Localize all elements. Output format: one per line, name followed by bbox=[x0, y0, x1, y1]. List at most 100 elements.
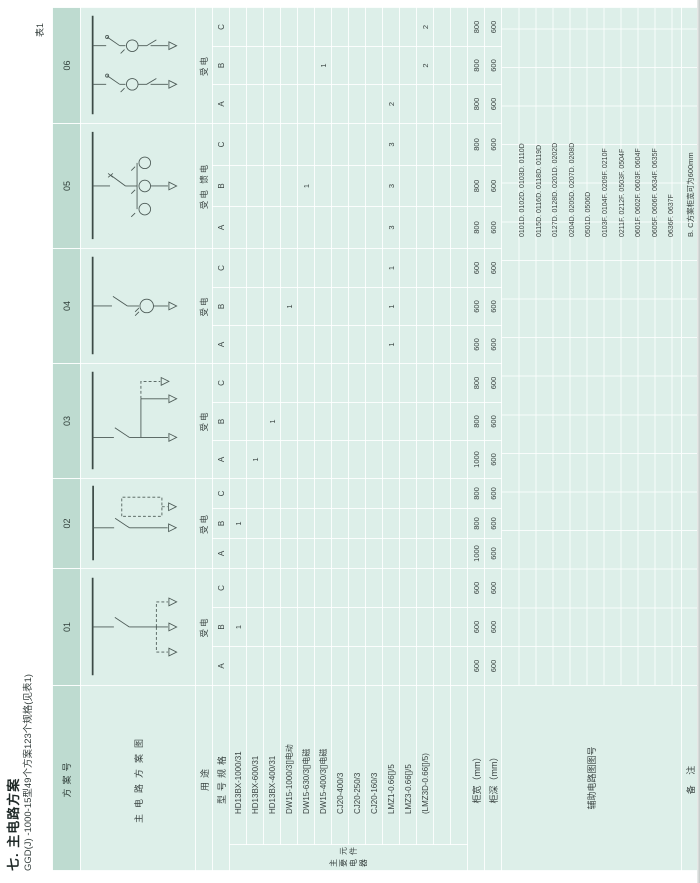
mark-cell-02-A bbox=[399, 538, 417, 569]
mark-cell-02-B bbox=[331, 508, 349, 539]
aux-circuit-number-line: 0601F. 0602F. 0603F. 0604F bbox=[635, 148, 643, 237]
scheme-header-01: 01 bbox=[52, 568, 81, 686]
mark-cell-04-C bbox=[331, 248, 349, 288]
mark-cell-01-A bbox=[331, 646, 349, 686]
mark-cell-05-A bbox=[365, 206, 383, 249]
width-value-05-B: 800 bbox=[467, 165, 485, 207]
width-value-03-C: 800 bbox=[467, 363, 485, 403]
mark-cell-03-B bbox=[433, 402, 451, 441]
scan-page-edge-shadow bbox=[697, 0, 700, 883]
mark-cell-04-C bbox=[416, 248, 434, 288]
mark-cell-02-A bbox=[433, 538, 451, 569]
width-value-04-B: 600 bbox=[467, 287, 485, 326]
mark-cell-04-B bbox=[348, 287, 366, 326]
mark-cell-03-A: 1 bbox=[246, 440, 264, 479]
mark-cell-05-A: 3 bbox=[382, 206, 400, 249]
mark-cell-04-B: 1 bbox=[280, 287, 298, 326]
row-label-width: 柜宽（mm） bbox=[467, 685, 485, 871]
subcol-header-03-C: C bbox=[212, 363, 230, 403]
mark-cell-06-B bbox=[263, 46, 281, 85]
mark-cell-03-C bbox=[331, 363, 349, 403]
mark-cell-05-C bbox=[348, 123, 366, 166]
mark-cell-04-A bbox=[416, 325, 434, 364]
mark-cell-06-B bbox=[382, 46, 400, 85]
mark-cell-04-C bbox=[399, 248, 417, 288]
mark-cell-05-B bbox=[399, 165, 417, 207]
mark-cell-05-C: 3 bbox=[382, 123, 400, 166]
model-name: DW15-630/3[]电磁 bbox=[297, 685, 315, 845]
remark-text: B. C方案柜宽可为600mm bbox=[685, 152, 695, 237]
mark-cell-06-C bbox=[280, 7, 298, 47]
mark-cell-02-C bbox=[229, 478, 247, 509]
scheme-header-04: 04 bbox=[52, 248, 81, 364]
subcol-header-06-A: A bbox=[212, 84, 230, 124]
depth-value-05-B: 600 bbox=[484, 165, 502, 207]
mark-cell-03-B bbox=[229, 402, 247, 441]
mark-cell-01-A bbox=[263, 646, 281, 686]
mark-cell-02-B bbox=[314, 508, 332, 539]
depth-value-06-C: 600 bbox=[484, 7, 502, 47]
mark-cell-05-C bbox=[280, 123, 298, 166]
mark-cell-01-C bbox=[263, 568, 281, 608]
mark-cell-03-B bbox=[399, 402, 417, 441]
mark-cell-01-C bbox=[382, 568, 400, 608]
model-name: DW15-400/3[]电磁 bbox=[314, 685, 332, 845]
subcol-header-04-C: C bbox=[212, 248, 230, 288]
mark-cell-04-A bbox=[450, 325, 468, 364]
mark-cell-06-B bbox=[297, 46, 315, 85]
mark-cell-02-C bbox=[297, 478, 315, 509]
mark-cell-05-B bbox=[331, 165, 349, 207]
mark-cell-06-C bbox=[331, 7, 349, 47]
mark-cell-02-C bbox=[382, 478, 400, 509]
mark-cell-05-B bbox=[280, 165, 298, 207]
mark-cell-02-C bbox=[365, 478, 383, 509]
mark-cell-01-A bbox=[416, 646, 434, 686]
mark-cell-02-A bbox=[297, 538, 315, 569]
mark-cell-04-C bbox=[348, 248, 366, 288]
mark-cell-06-C bbox=[399, 7, 417, 47]
main-components-vertical-label: 主要电器元件 bbox=[328, 846, 369, 868]
mark-cell-03-C bbox=[314, 363, 332, 403]
mark-cell-04-B bbox=[433, 287, 451, 326]
mark-cell-01-B bbox=[382, 607, 400, 647]
mark-cell-02-A bbox=[382, 538, 400, 569]
mark-cell-04-A bbox=[229, 325, 247, 364]
mark-cell-05-A bbox=[263, 206, 281, 249]
width-value-01-C: 600 bbox=[467, 568, 485, 608]
mark-cell-01-A bbox=[450, 646, 468, 686]
mark-cell-02-A bbox=[365, 538, 383, 569]
depth-value-03-B: 600 bbox=[484, 402, 502, 441]
row-label-diagram: 主电路方案图 bbox=[80, 685, 196, 871]
mark-cell-01-A bbox=[229, 646, 247, 686]
mark-cell-06-C bbox=[433, 7, 451, 47]
width-value-02-C: 800 bbox=[467, 478, 485, 509]
mark-cell-04-C bbox=[365, 248, 383, 288]
subcol-header-02-C: C bbox=[212, 478, 230, 509]
mark-cell-03-C bbox=[229, 363, 247, 403]
mark-cell-05-A bbox=[331, 206, 349, 249]
mark-cell-03-C bbox=[246, 363, 264, 403]
mark-cell-02-B bbox=[416, 508, 434, 539]
mark-cell-01-C bbox=[365, 568, 383, 608]
mark-cell-03-A bbox=[450, 440, 468, 479]
depth-value-05-C: 600 bbox=[484, 123, 502, 166]
row-label-scheme-no: 方案号 bbox=[52, 685, 81, 871]
mark-cell-06-C bbox=[365, 7, 383, 47]
mark-cell-06-C bbox=[246, 7, 264, 47]
model-name: LMZ3-0.66[]/5 bbox=[399, 685, 417, 845]
scheme-03-diagram-cell bbox=[80, 363, 196, 479]
aux-circuit-numbers-block: 0101D. 0102D. 0103D. 0110D 0115D. 0116D. … bbox=[515, 107, 681, 237]
subcol-header-01-A: A bbox=[212, 646, 230, 686]
mark-cell-02-B bbox=[246, 508, 264, 539]
mark-cell-03-C bbox=[263, 363, 281, 403]
mark-cell-01-C bbox=[314, 568, 332, 608]
scheme-06-circuit-diagram bbox=[91, 16, 178, 115]
mark-cell-05-C bbox=[365, 123, 383, 166]
mark-cell-05-B: 1 bbox=[297, 165, 315, 207]
mark-cell-03-A bbox=[229, 440, 247, 479]
mark-cell-05-B bbox=[450, 165, 468, 207]
mark-cell-04-B bbox=[246, 287, 264, 326]
mark-cell-03-C bbox=[348, 363, 366, 403]
scheme-05-diagram-cell bbox=[80, 123, 196, 249]
